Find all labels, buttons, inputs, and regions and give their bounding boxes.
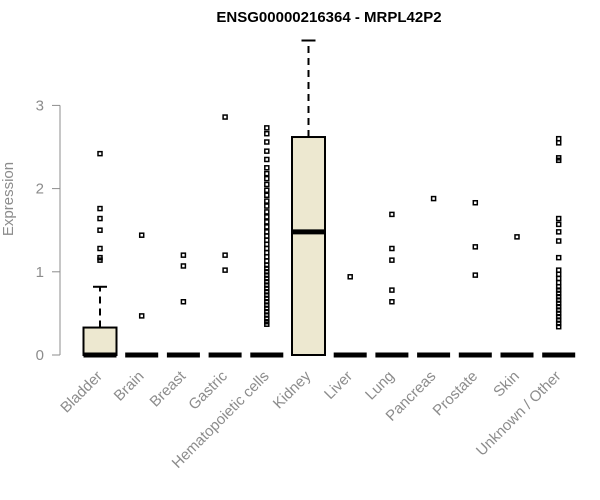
outlier-point <box>555 267 562 273</box>
outlier-point <box>97 227 103 233</box>
box-group-lung <box>375 211 409 358</box>
outlier-point <box>264 254 270 260</box>
outlier-point <box>97 257 103 263</box>
box-group-gastric <box>208 114 242 358</box>
outlier-point <box>389 257 395 263</box>
outlier-point <box>264 249 270 256</box>
outlier-point <box>389 245 395 252</box>
outlier-point <box>555 323 562 330</box>
outlier-point <box>264 139 270 145</box>
outlier-point <box>97 205 103 212</box>
x-tick-label: Bladder <box>57 368 106 417</box>
outlier-point <box>264 181 270 188</box>
outlier-point <box>555 271 562 278</box>
outlier-point <box>264 229 270 235</box>
x-tick-label: Prostate <box>430 368 482 420</box>
x-tick-label: Kidney <box>270 367 315 412</box>
outlier-point <box>180 263 187 269</box>
outlier-point <box>389 287 395 293</box>
outlier-point <box>138 232 145 238</box>
outlier-point <box>264 125 270 131</box>
box-group-hematopoietic-cells <box>250 125 284 358</box>
outlier-point <box>264 148 270 154</box>
outlier-point <box>264 219 270 225</box>
box-group-kidney <box>291 39 326 356</box>
box-group-unknown-other <box>542 135 576 358</box>
outlier-point <box>264 258 270 264</box>
outlier-point <box>264 198 270 204</box>
outlier-point <box>555 238 562 244</box>
x-tick-label: Lung <box>362 368 398 404</box>
outlier-point <box>514 234 520 240</box>
outlier-point <box>222 267 228 273</box>
x-tick-label: Brain <box>111 368 148 405</box>
outlier-point <box>264 165 270 171</box>
outlier-point <box>555 135 562 142</box>
chart-title: ENSG00000216364 - MRPL42P2 <box>216 9 441 26</box>
outlier-point <box>264 214 270 220</box>
outlier-point <box>555 221 562 228</box>
outlier-point <box>264 209 270 215</box>
y-tick-label: 3 <box>36 97 44 114</box>
box-group-liver <box>333 274 367 358</box>
outlier-point <box>347 274 353 280</box>
outlier-point <box>97 150 103 157</box>
outlier-point <box>264 175 270 182</box>
outlier-point <box>555 157 562 164</box>
outlier-point <box>264 156 270 163</box>
x-tick-label: Breast <box>147 367 190 410</box>
outlier-point <box>389 211 395 218</box>
box-group-bladder <box>82 150 118 358</box>
outlier-point <box>264 224 270 230</box>
box-group-prostate <box>458 199 492 358</box>
outlier-point <box>430 195 437 202</box>
box <box>291 136 326 356</box>
outlier-point <box>555 215 562 222</box>
y-axis: 0 1 2 3 <box>36 97 61 364</box>
outlier-point <box>472 272 479 278</box>
y-tick-label: 2 <box>36 181 44 198</box>
box-group-skin <box>500 234 534 358</box>
box-group-breast <box>166 252 200 358</box>
outlier-point <box>97 245 103 252</box>
outlier-point <box>264 187 270 194</box>
outlier-point <box>472 199 479 206</box>
outlier-point <box>555 275 562 282</box>
outlier-point <box>472 244 479 250</box>
y-axis-label: Expression <box>0 162 17 236</box>
outlier-point <box>222 114 228 120</box>
boxplot-series <box>82 39 576 358</box>
outlier-point <box>555 140 562 146</box>
outlier-point <box>555 254 562 261</box>
outlier-point <box>555 279 562 286</box>
outlier-point <box>264 233 270 239</box>
outlier-point <box>180 252 187 258</box>
outlier-point <box>264 203 270 209</box>
outlier-point <box>138 313 145 319</box>
outlier-point <box>222 252 228 258</box>
outlier-point <box>264 170 270 177</box>
outlier-point <box>264 241 270 248</box>
outlier-point <box>264 321 270 327</box>
box-group-pancreas <box>417 195 451 358</box>
outlier-point <box>389 299 395 305</box>
outlier-point <box>264 245 270 252</box>
box <box>82 326 118 357</box>
outlier-point <box>264 192 270 199</box>
outlier-point <box>180 299 187 305</box>
x-tick-label: Skin <box>490 368 523 401</box>
x-tick-label: Liver <box>321 368 356 403</box>
outlier-point <box>97 215 103 222</box>
outlier-point <box>264 237 270 243</box>
y-tick-label: 0 <box>36 347 44 364</box>
outlier-point <box>264 130 270 137</box>
y-tick-label: 1 <box>36 264 44 281</box>
box-group-brain <box>125 232 159 358</box>
outlier-point <box>555 229 562 235</box>
